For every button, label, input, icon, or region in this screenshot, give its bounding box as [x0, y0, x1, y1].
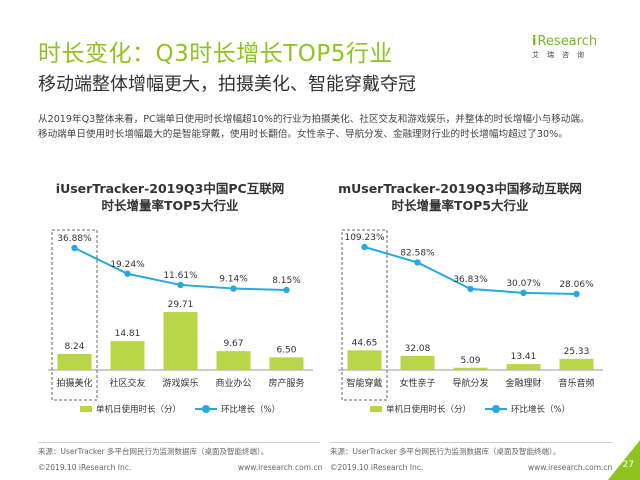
- pc-footer-copyright: ©2019.10 iResearch Inc.: [38, 463, 132, 472]
- mobile-growth-point: [467, 285, 474, 293]
- pc-growth-value-label: 36.88%: [57, 234, 92, 244]
- pc-growth-point: [177, 281, 184, 289]
- pc-category-label: 游戏娱乐: [162, 377, 198, 389]
- mobile-bar-value-label: 25.33: [564, 347, 590, 357]
- mobile-category-label: 智能穿戴: [346, 377, 382, 389]
- pc-category-label: 房产服务: [268, 377, 304, 389]
- pc-bar: [57, 353, 92, 370]
- mobile-growth-value-label: 82.58%: [400, 248, 435, 258]
- pc-bar: [110, 341, 145, 370]
- mobile-bar-value-label: 32.08: [405, 344, 431, 354]
- mobile-growth-value-label: 30.07%: [506, 279, 541, 289]
- pc-growth-point: [124, 270, 131, 277]
- page-number: 27: [622, 460, 634, 470]
- legend-bar-swatch: [370, 406, 382, 412]
- mobile-bar: [506, 364, 541, 370]
- mobile-bar: [400, 355, 435, 370]
- pc-source-divider: [38, 442, 320, 443]
- mobile-bar: [347, 350, 382, 370]
- pc-highlight-box: [51, 229, 98, 401]
- mobile-bar-value-label: 5.09: [460, 356, 480, 366]
- mobile-growth-point: [573, 290, 580, 298]
- pc-bar-value-label: 29.71: [168, 300, 194, 310]
- mobile-growth-point: [414, 259, 421, 266]
- mobile-chart-title: mUserTracker-2019Q3中国移动互联网 时长增量率TOP5大行业: [330, 180, 590, 214]
- iresearch-logo: i Research 艾瑞咨询: [532, 34, 612, 60]
- pc-footer-url: www.iresearch.com.cn: [238, 463, 323, 472]
- legend-line-swatch: [195, 405, 218, 413]
- mobile-source-note: 来源：UserTracker 多平台网民行为监测数据库（桌面及智能终端）。: [330, 447, 561, 456]
- pc-chart-legend: 单机日使用时长（分） 环比增长（%）: [80, 403, 280, 415]
- pc-growth-point: [283, 286, 290, 294]
- mobile-category-label: 女性亲子: [399, 377, 435, 389]
- mobile-chart-title-line-2: 时长增量率TOP5大行业: [391, 198, 529, 213]
- mobile-category-label: 音乐音频: [558, 377, 594, 389]
- mobile-category-label: 金融理财: [505, 377, 541, 389]
- mobile-growth-value-label: 36.83%: [453, 275, 488, 285]
- mobile-source-divider: [330, 442, 612, 443]
- pc-category-label: 社区交友: [109, 377, 145, 389]
- mobile-chart-legend: 单机日使用时长（分） 环比增长（%）: [370, 403, 570, 415]
- page-description: 从2019年Q3整体来看，PC端单日使用时长增幅超10%的行业为拍摄美化、社区交…: [38, 114, 590, 140]
- page-title: 时长变化：Q3时长增长TOP5行业: [38, 41, 393, 67]
- pc-growth-point: [230, 285, 237, 292]
- mobile-chart-title-line-1: mUserTracker-2019Q3中国移动互联网: [338, 181, 582, 196]
- pc-growth-value-label: 9.14%: [219, 275, 248, 285]
- mobile-footer-url: www.iresearch.com.cn: [528, 463, 613, 472]
- legend-line-label: 环比增长（%）: [221, 405, 281, 415]
- mobile-bar: [559, 358, 594, 370]
- pc-growth-value-label: 8.15%: [272, 276, 301, 286]
- mobile-footer-copyright: ©2019.10 iResearch Inc.: [330, 463, 424, 472]
- legend-line-swatch: [485, 405, 508, 413]
- pc-chart-title-line-2: 时长增量率TOP5大行业: [101, 198, 239, 213]
- mobile-category-label: 导航分发: [452, 377, 488, 389]
- pc-growth-value-label: 19.24%: [110, 260, 145, 270]
- pc-chart-title: iUserTracker-2019Q3中国PC互联网 时长增量率TOP5大行业: [40, 180, 300, 214]
- logo-chinese: 艾瑞咨询: [532, 51, 592, 59]
- logo-wordmark: Research: [537, 34, 598, 49]
- pc-bar: [216, 351, 251, 370]
- pc-chart-title-line-1: iUserTracker-2019Q3中国PC互联网: [55, 181, 285, 196]
- pc-source-note: 来源：UserTracker 多平台网民行为监测数据库（桌面及智能终端）。: [38, 447, 269, 456]
- pc-growth-value-label: 11.61%: [163, 271, 198, 281]
- mobile-growth-point: [361, 243, 368, 251]
- pc-bar: [163, 312, 198, 370]
- legend-bar-label: 单机日使用时长（分）: [96, 405, 182, 415]
- mobile-bar-value-label: 44.65: [352, 338, 378, 348]
- pc-category-label: 拍摄美化: [56, 377, 92, 389]
- logo-i-mark: i: [532, 34, 537, 49]
- legend-line-label: 环比增长（%）: [511, 405, 571, 415]
- pc-bar-value-label: 9.67: [223, 339, 243, 349]
- mobile-highlight-box: [341, 229, 388, 401]
- pc-bar-value-label: 6.50: [276, 345, 296, 355]
- pc-growth-point: [71, 244, 78, 252]
- pc-bar-value-label: 14.81: [115, 329, 141, 339]
- mobile-bar: [453, 367, 488, 370]
- legend-bar-label: 单机日使用时长（分）: [386, 405, 472, 415]
- page-subtitle: 移动端整体增幅更大，拍摄美化、智能穿戴夺冠: [38, 74, 416, 95]
- mobile-growth-value-label: 109.23%: [344, 233, 384, 243]
- mobile-growth-point: [520, 289, 527, 297]
- mobile-bar-value-label: 13.41: [511, 352, 537, 362]
- pc-bar: [269, 357, 304, 370]
- mobile-growth-value-label: 28.06%: [559, 280, 594, 290]
- pc-category-label: 商业办公: [215, 377, 251, 389]
- pc-bar-value-label: 8.24: [64, 342, 84, 352]
- legend-bar-swatch: [80, 406, 92, 412]
